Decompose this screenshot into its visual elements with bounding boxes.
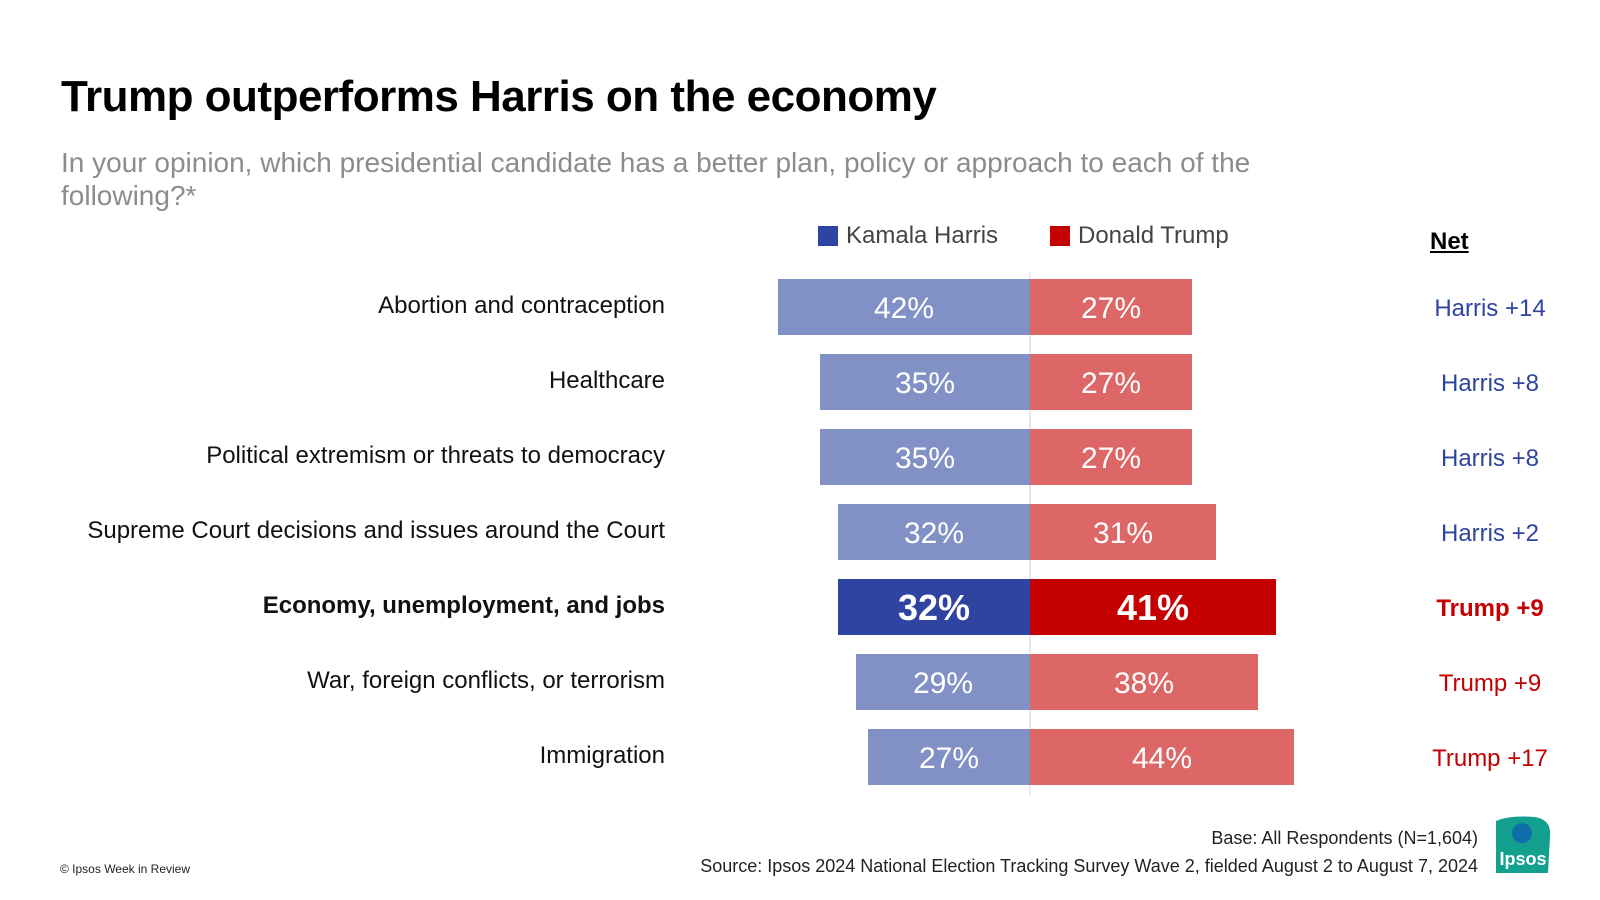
bar-harris (820, 429, 1030, 485)
data-label-harris: 35% (895, 367, 955, 400)
data-label-trump: 27% (1081, 442, 1141, 475)
bar-trump (1030, 579, 1276, 635)
net-label: Trump +9 (1438, 670, 1542, 697)
bar-harris (838, 504, 1030, 560)
legend-swatch-harris (818, 226, 838, 246)
category-label: War, foreign conflicts, or terrorism (307, 667, 665, 694)
legend-swatch-trump (1050, 226, 1070, 246)
legend-item-harris: Kamala Harris (818, 222, 998, 250)
legend-item-trump: Donald Trump (1050, 222, 1229, 250)
copyright-notice: © Ipsos Week in Review (60, 862, 191, 876)
data-label-trump: 31% (1093, 517, 1153, 550)
data-label-harris: 42% (874, 292, 934, 325)
bar-harris (868, 729, 1030, 785)
bar-trump (1030, 429, 1192, 485)
net-label: Trump +17 (1432, 745, 1548, 772)
logo-text: Ipsos (1499, 849, 1546, 869)
data-label-trump: 41% (1117, 587, 1189, 628)
data-label-harris: 32% (904, 517, 964, 550)
bar-trump (1030, 654, 1258, 710)
bar-harris (838, 579, 1030, 635)
bar-harris (778, 279, 1030, 335)
legend-label-harris: Kamala Harris (846, 222, 999, 249)
data-label-trump: 44% (1132, 742, 1192, 775)
data-label-harris: 32% (898, 587, 970, 628)
net-label: Trump +9 (1436, 595, 1544, 622)
footer-source: Source: Ipsos 2024 National Election Tra… (700, 856, 1478, 876)
data-label-trump: 38% (1114, 667, 1174, 700)
data-label-harris: 27% (919, 742, 979, 775)
data-label-trump: 27% (1081, 292, 1141, 325)
net-label: Harris +14 (1434, 295, 1546, 322)
bar-trump (1030, 279, 1192, 335)
category-label: Abortion and contraception (378, 292, 665, 319)
chart-title: Trump outperforms Harris on the economy (61, 72, 937, 121)
category-label: Economy, unemployment, and jobs (262, 592, 665, 619)
category-label: Political extremism or threats to democr… (206, 442, 665, 469)
bar-trump (1030, 729, 1294, 785)
chart-subtitle: In your opinion, which presidential cand… (61, 147, 1251, 211)
net-label: Harris +8 (1440, 370, 1540, 397)
category-label: Healthcare (548, 367, 665, 394)
bar-harris (856, 654, 1030, 710)
ipsos-logo: Ipsos (1496, 816, 1551, 873)
bar-trump (1030, 354, 1192, 410)
bar-trump (1030, 504, 1216, 560)
legend-label-trump: Donald Trump (1078, 222, 1229, 249)
data-label-harris: 29% (913, 667, 973, 700)
net-label: Harris +8 (1440, 445, 1540, 472)
category-label: Supreme Court decisions and issues aroun… (87, 517, 665, 544)
data-label-trump: 27% (1081, 367, 1141, 400)
footer-base: Base: All Respondents (N=1,604) (1211, 828, 1478, 848)
category-label: Immigration (539, 742, 665, 769)
data-label-harris: 35% (895, 442, 955, 475)
net-header: Net (1430, 228, 1469, 255)
bar-harris (820, 354, 1030, 410)
net-label: Harris +2 (1440, 520, 1540, 547)
